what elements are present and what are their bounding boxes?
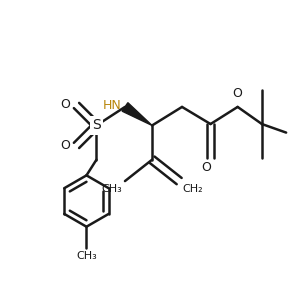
Text: O: O — [233, 87, 243, 100]
Text: CH₃: CH₃ — [101, 184, 122, 194]
Text: S: S — [92, 118, 101, 132]
Text: O: O — [60, 139, 70, 153]
Text: HN: HN — [103, 99, 122, 112]
Text: CH₂: CH₂ — [182, 184, 203, 194]
Text: O: O — [60, 98, 70, 111]
Text: O: O — [201, 161, 211, 174]
Polygon shape — [122, 103, 152, 126]
Text: CH₃: CH₃ — [76, 251, 97, 261]
